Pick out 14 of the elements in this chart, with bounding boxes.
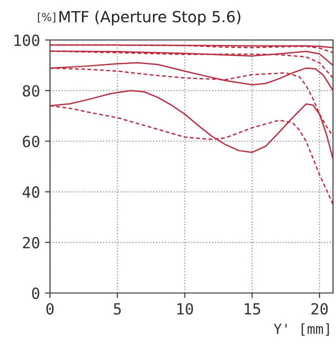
x-axis-title: Y' [mm] (274, 323, 329, 336)
y-tick-label: 0 (32, 288, 40, 300)
y-tick-label: 40 (22, 186, 40, 198)
y-tick-label: 20 (23, 236, 40, 248)
chart-title: MTF (Aperture Stop 5.6) (60, 10, 240, 26)
x-tick-label: 20 (311, 303, 328, 315)
x-tick-label: 10 (177, 303, 193, 315)
y-axis-title: [%] (38, 12, 56, 23)
x-tick-label: 15 (244, 303, 260, 315)
y-tick-label: 60 (22, 136, 40, 148)
y-tick-label: 100 (14, 34, 40, 46)
x-tick-label: 0 (46, 303, 54, 315)
x-tick-label: 5 (114, 303, 121, 315)
y-tick-label: 80 (22, 85, 40, 97)
